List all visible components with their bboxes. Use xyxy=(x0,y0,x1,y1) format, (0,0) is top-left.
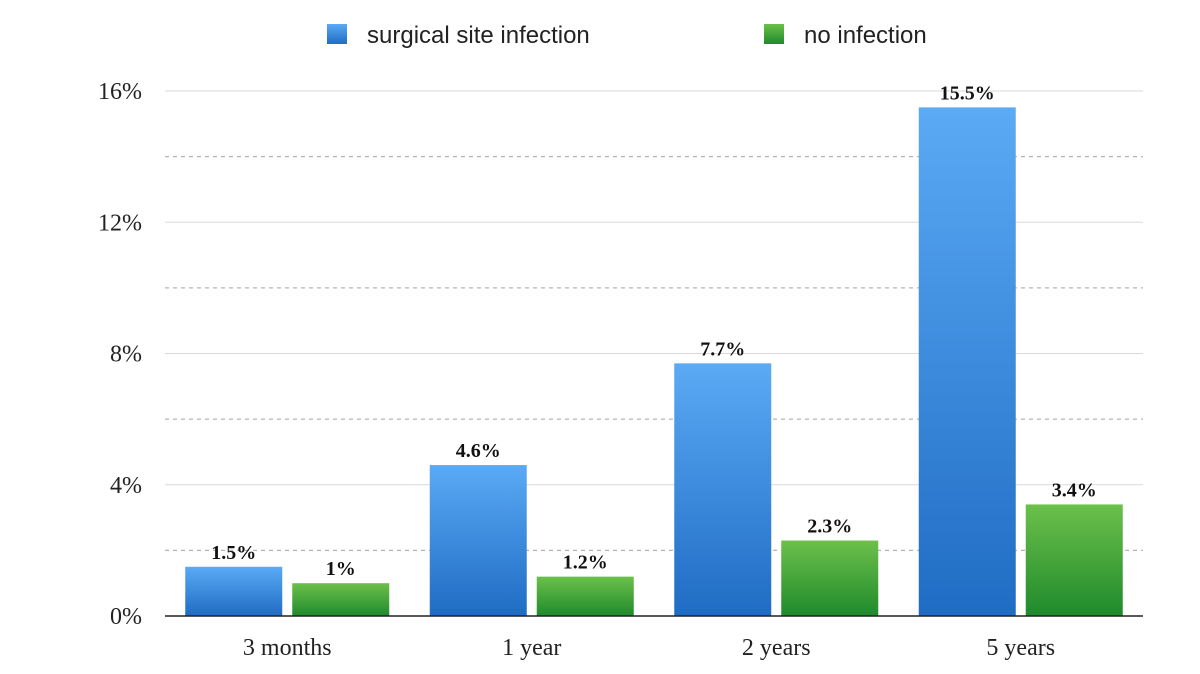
bar-no-infection xyxy=(1025,504,1123,616)
bar-no-infection xyxy=(781,540,879,616)
legend-swatch xyxy=(327,24,347,44)
data-label: 4.6% xyxy=(456,440,501,462)
y-tick-label: 16% xyxy=(98,79,142,105)
y-tick-label: 12% xyxy=(98,210,142,236)
data-label: 3.4% xyxy=(1052,479,1097,501)
x-category-label: 2 years xyxy=(742,635,811,661)
data-label: 7.7% xyxy=(700,338,745,360)
y-tick-label: 0% xyxy=(110,604,142,630)
legend: surgical site infection no infection xyxy=(327,22,927,49)
y-axis: 0% 4% 8% 12% 16% xyxy=(98,79,142,630)
x-category-label: 1 year xyxy=(502,635,561,661)
x-axis: 3 months 1 year 2 years 5 years xyxy=(165,615,1143,661)
data-label: 15.5% xyxy=(940,82,995,104)
y-tick-label: 8% xyxy=(110,342,142,368)
bars: 1.5% 1% 4.6% 1.2% 7.7% 2.3% 15.5% 3.4% xyxy=(185,82,1123,616)
legend-swatch xyxy=(764,24,784,44)
data-label: 2.3% xyxy=(807,516,852,538)
bar-surgical-site-infection xyxy=(918,107,1016,616)
bar-surgical-site-infection xyxy=(185,566,283,616)
x-category-label: 5 years xyxy=(986,635,1055,661)
data-label: 1% xyxy=(326,558,356,580)
data-label: 1.5% xyxy=(211,542,256,564)
y-tick-label: 4% xyxy=(110,473,142,499)
bar-no-infection xyxy=(536,576,634,616)
bar-no-infection xyxy=(292,583,390,616)
x-category-label: 3 months xyxy=(243,635,332,661)
legend-label: surgical site infection xyxy=(367,22,590,49)
bar-surgical-site-infection xyxy=(429,465,527,616)
data-label: 1.2% xyxy=(563,552,608,574)
legend-label: no infection xyxy=(804,22,927,49)
bar-surgical-site-infection xyxy=(674,363,772,616)
